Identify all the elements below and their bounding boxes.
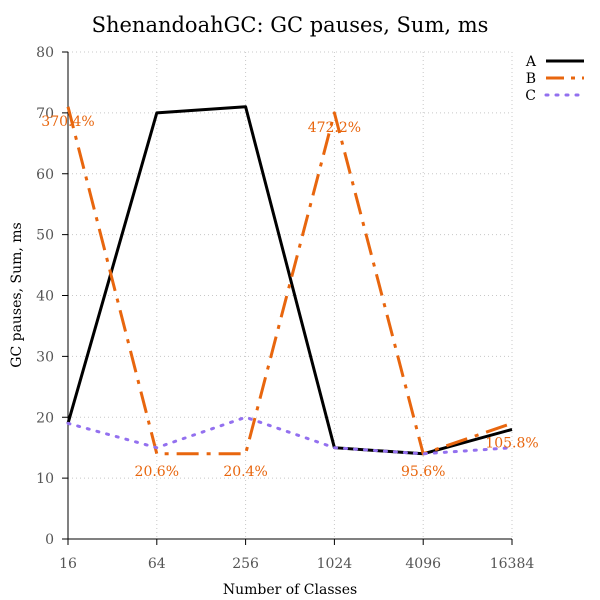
- legend: ABC: [525, 54, 586, 104]
- legend-entry-label: A: [525, 54, 537, 70]
- y-tick-label: 30: [36, 349, 54, 365]
- x-tick-label: 256: [232, 556, 259, 572]
- y-tick-label: 60: [36, 167, 54, 183]
- x-tick-label: 64: [148, 556, 166, 572]
- annotation-label: 20.4%: [223, 464, 267, 480]
- y-axis-label: GC pauses, Sum, ms: [9, 222, 25, 367]
- annotation-label: 95.6%: [401, 464, 445, 480]
- x-tick-label: 16: [59, 556, 77, 572]
- x-tick-label: 16384: [490, 556, 535, 572]
- x-tick-label: 4096: [405, 556, 441, 572]
- chart-title: ShenandoahGC: GC pauses, Sum, ms: [92, 13, 489, 37]
- x-axis-label: Number of Classes: [223, 582, 357, 598]
- annotations: 370.4% 20.6% 20.4% 472.2% 95.6% 105.8%: [41, 114, 538, 480]
- axes: 0 10 20 30 40 50 60 70 80 16 64 256 1024 4096 16384: [36, 45, 534, 572]
- x-tick-label: 1024: [317, 556, 353, 572]
- annotation-label: 472.2%: [308, 120, 361, 136]
- series: [66, 105, 514, 456]
- y-tick-label: 40: [36, 289, 54, 305]
- annotation-label: 20.6%: [135, 464, 179, 480]
- y-tick-label: 70: [36, 106, 54, 122]
- series-line-c: [66, 415, 514, 456]
- y-tick-label: 80: [36, 45, 54, 61]
- y-tick-label: 0: [45, 532, 54, 548]
- series-line-a: [66, 105, 513, 456]
- y-tick-label: 20: [36, 410, 54, 426]
- series-line-b: [66, 106, 513, 456]
- y-tick-label: 50: [36, 228, 54, 244]
- y-tick-label: 10: [36, 471, 54, 487]
- annotation-label: 370.4%: [41, 114, 94, 130]
- annotation-label: 105.8%: [485, 435, 538, 451]
- legend-entry-label: B: [526, 71, 536, 87]
- legend-entry-label: C: [525, 88, 536, 104]
